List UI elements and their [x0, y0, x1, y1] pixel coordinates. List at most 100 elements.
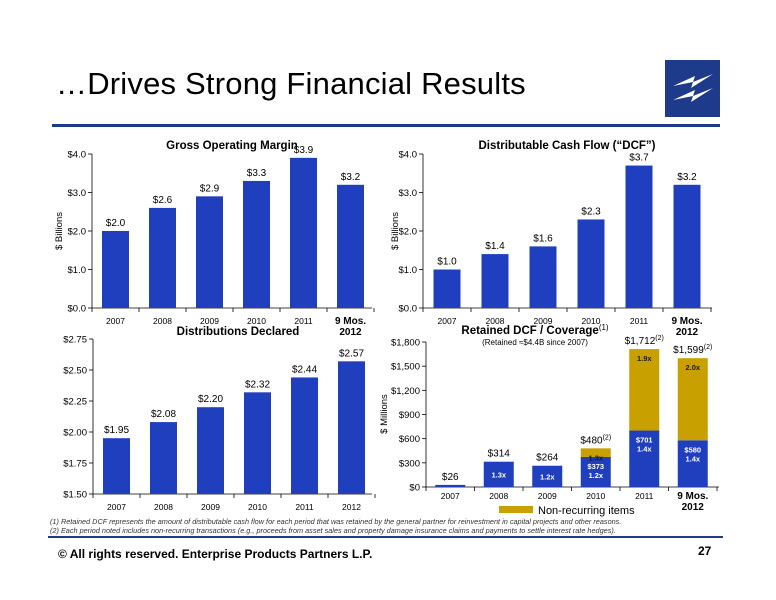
x-tick-label: 2008 [154, 502, 173, 512]
data-label-coverage: 1.3x [588, 453, 603, 462]
chart-retained-dcf: Retained DCF / Coverage(1)(Retained ≈$4.… [379, 323, 719, 517]
x-tick-label: 2012 [342, 502, 361, 512]
bar-retained [629, 430, 660, 487]
footer-copyright: © All rights reserved. Enterprise Produc… [58, 547, 373, 561]
data-label: $2.32 [245, 379, 270, 390]
bar [197, 407, 224, 494]
chart-gross-operating-margin: Gross Operating Margin $ Billions $0.0 $1.0… [54, 140, 375, 338]
bar [149, 207, 176, 308]
y-tick-label: $2.0 [399, 227, 418, 238]
bar [337, 184, 364, 308]
bar [577, 219, 605, 308]
y-tick-label: $3.0 [399, 188, 418, 199]
x-tick-label: 2010 [247, 316, 266, 326]
x-tick-label: 2009 [534, 316, 553, 326]
bar [102, 231, 129, 308]
bar [529, 246, 557, 308]
data-label: $1.4 [485, 241, 505, 252]
x-tick-label: 2009 [201, 502, 220, 512]
data-label: $2.57 [339, 348, 364, 359]
chart-title: Distributable Cash Flow (“DCF”) [479, 140, 656, 152]
legend-swatch [499, 506, 533, 513]
footnote-1: (1) Retained DCF represents the amount o… [50, 517, 622, 526]
bar [481, 254, 509, 308]
y-tick-label: $2.0 [68, 227, 87, 238]
data-label: $3.2 [341, 172, 361, 183]
chart-distributable-cash-flow: Distributable Cash Flow (“DCF”) $ Billion… [390, 140, 712, 338]
data-label-inner: 1.3x [491, 470, 506, 479]
data-label: $2.3 [581, 206, 601, 217]
x-tick-label: 2007 [441, 491, 460, 501]
y-tick-label: $3.0 [68, 188, 87, 199]
y-tick-label: $2.25 [63, 397, 87, 408]
bar-nonrecurring [677, 358, 708, 441]
bar [244, 392, 271, 494]
data-label: $2.20 [198, 394, 223, 405]
bar-retained [435, 484, 466, 487]
bar [291, 377, 318, 494]
data-label: $2.08 [151, 409, 176, 420]
y-tick-label: $1,500 [391, 362, 420, 373]
data-label-total: $480(2) [580, 434, 611, 446]
bar [338, 361, 365, 494]
footnote-2: (2) Each period noted includes non-recur… [50, 526, 616, 535]
x-tick-label: 2007 [107, 502, 126, 512]
data-label-inner: $580 1.4x [684, 445, 701, 463]
page-number: 27 [698, 544, 712, 558]
y-tick-label: $1.0 [399, 265, 418, 276]
x-tick-label: 2011 [630, 316, 649, 326]
bar-retained [677, 440, 708, 487]
x-tick-label: 2011 [295, 502, 314, 512]
data-label: $2.9 [200, 183, 220, 194]
x-tick-label: 2010 [582, 316, 601, 326]
chart-subtitle: (Retained ≈$4.4B since 2007) [482, 338, 588, 347]
data-label-total: $264 [536, 453, 559, 464]
x-tick-label: 2007 [106, 316, 125, 326]
bottom-rule [48, 536, 723, 538]
x-tick-label: 9 Mos. 2012 [671, 316, 702, 338]
y-tick-label: $1.50 [63, 490, 87, 501]
data-label: $2.6 [153, 195, 173, 206]
bar-retained [580, 456, 611, 487]
data-label-total: $1,712(2) [625, 335, 664, 347]
data-label: $1.95 [104, 425, 129, 436]
data-label-coverage: 1.9x [637, 354, 652, 363]
page-title: …Drives Strong Financial Results [56, 66, 526, 101]
data-label-coverage: 2.0x [685, 363, 700, 372]
x-tick-label: 2008 [153, 316, 172, 326]
x-tick-label: 9 Mos. 2012 [677, 491, 708, 513]
data-label: $1.6 [533, 233, 553, 244]
bar-retained [532, 465, 563, 487]
x-tick-label: 2010 [248, 502, 267, 512]
x-tick-label: 2010 [586, 491, 605, 501]
data-label: $3.9 [294, 145, 314, 156]
x-tick-label: 2008 [486, 316, 505, 326]
x-tick-label: 2007 [438, 316, 457, 326]
y-tick-label: $1,200 [391, 386, 420, 397]
data-label-inner: $701 1.4x [636, 436, 653, 454]
bar [196, 196, 223, 308]
y-axis-label: $ Billions [390, 212, 401, 250]
y-tick-label: $1.75 [63, 459, 87, 470]
y-tick-label: $300 [399, 458, 420, 469]
bar [433, 269, 461, 308]
bar-nonrecurring [580, 448, 611, 457]
y-tick-label: $4.0 [399, 150, 418, 161]
x-tick-label: 2011 [294, 316, 313, 326]
y-axis-label: $ Millions [379, 394, 390, 434]
y-tick-label: $0 [409, 483, 420, 494]
bar [150, 422, 177, 494]
y-tick-label: $2.00 [63, 428, 87, 439]
data-label: $3.2 [677, 172, 697, 183]
bar-nonrecurring [629, 349, 660, 431]
top-rule [52, 124, 720, 127]
chart-title: Retained DCF / Coverage(1) [461, 323, 609, 337]
data-label: $3.7 [629, 153, 649, 164]
bar-retained [483, 461, 514, 487]
y-tick-label: $1,800 [391, 338, 420, 349]
y-tick-label: $0.0 [68, 304, 87, 315]
data-label: $2.0 [106, 218, 126, 229]
x-tick-label: 9 Mos. 2012 [335, 316, 366, 338]
y-axis-label: $ Billions [54, 212, 65, 250]
